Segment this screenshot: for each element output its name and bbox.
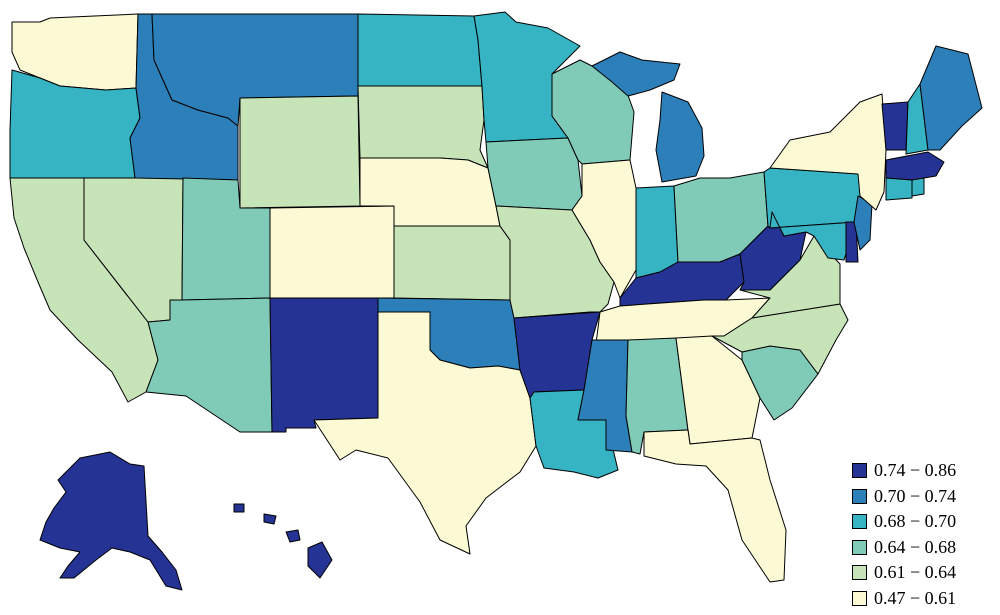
state-north-dakota: [357, 13, 483, 87]
legend: 0.74 − 0.86 0.70 − 0.74 0.68 − 0.70 0.64…: [852, 458, 992, 611]
state-south-dakota: [357, 85, 489, 169]
state-rhode-island: [911, 177, 925, 197]
legend-item: 0.68 − 0.70: [852, 509, 992, 535]
legend-label: 0.68 − 0.70: [874, 511, 957, 532]
legend-label: 0.61 − 0.64: [874, 562, 957, 583]
state-michigan: [655, 91, 705, 183]
legend-label: 0.64 − 0.68: [874, 536, 957, 557]
state-alaska: [39, 451, 183, 591]
state-indiana: [635, 185, 679, 279]
state-florida: [643, 429, 787, 583]
state-vermont: [881, 101, 909, 151]
state-texas: [313, 311, 537, 555]
state-delaware: [845, 221, 859, 263]
state-hawaii-maui: [285, 529, 301, 543]
state-kansas: [393, 225, 511, 301]
legend-item: 0.70 − 0.74: [852, 484, 992, 510]
legend-swatch: [852, 463, 867, 479]
state-iowa: [485, 137, 583, 211]
state-hawaii-oahu: [263, 513, 277, 525]
state-wyoming: [239, 95, 361, 209]
state-connecticut: [885, 177, 913, 201]
state-hawaii-kauai: [233, 503, 245, 513]
state-hawaii-big: [307, 541, 333, 579]
legend-swatch: [852, 590, 867, 606]
legend-label: 0.74 − 0.86: [874, 460, 957, 481]
legend-item: 0.61 − 0.64: [852, 560, 992, 586]
state-colorado: [269, 205, 395, 299]
legend-swatch: [852, 488, 867, 504]
state-maine: [919, 45, 983, 151]
state-new-mexico: [269, 297, 379, 433]
legend-item: 0.47 − 0.61: [852, 586, 992, 612]
state-illinois: [571, 159, 637, 299]
state-michigan-upper: [591, 51, 681, 97]
legend-label: 0.47 − 0.61: [874, 587, 957, 608]
state-pennsylvania: [763, 167, 865, 229]
state-massachusetts: [885, 151, 945, 181]
legend-swatch: [852, 565, 867, 581]
legend-label: 0.70 − 0.74: [874, 485, 957, 506]
legend-item: 0.74 − 0.86: [852, 458, 992, 484]
legend-swatch: [852, 514, 867, 530]
legend-swatch: [852, 539, 867, 555]
legend-item: 0.64 − 0.68: [852, 535, 992, 561]
